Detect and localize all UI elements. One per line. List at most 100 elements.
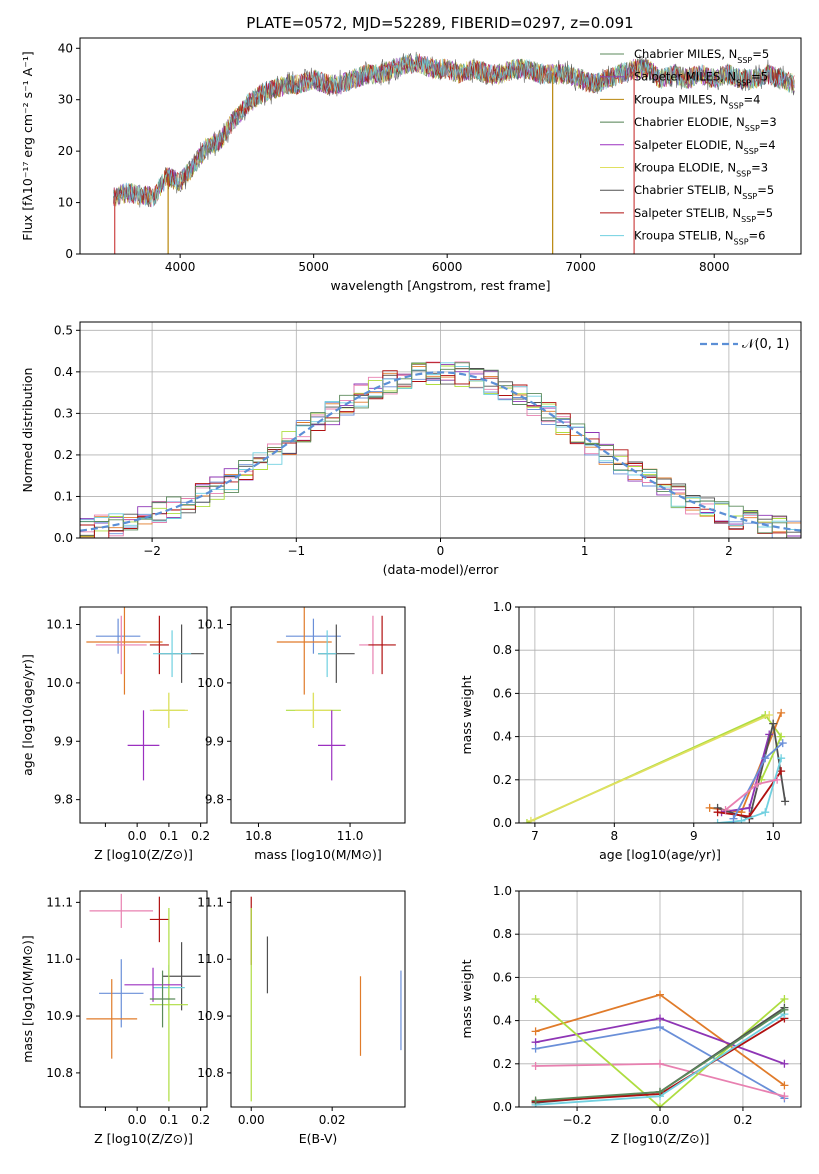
y-axis-label: mass weight (459, 959, 474, 1038)
x-axis-label: Z [log10(Z/Z⊙)] (94, 847, 193, 862)
legend-label: Kroupa ELODIE, NSSP=3 (634, 161, 768, 179)
panel-age_vs_mass: 10.8 11.0 9.8 9.9 10.0 10.1 mass [log10(M/M⊙)] (197, 606, 406, 862)
y-tick-label: 0.4 (493, 1014, 512, 1028)
plus-marker (780, 1092, 789, 1101)
x-tick-label: 0.1 (159, 829, 178, 843)
x-tick-label: 8000 (699, 260, 730, 274)
x-tick-label: 7000 (565, 260, 596, 274)
plus-marker (780, 1005, 789, 1014)
plot-area (113, 51, 795, 254)
legend-suffix: =5 (757, 183, 774, 197)
plus-marker (777, 767, 786, 776)
plus-marker (777, 754, 786, 763)
plus-marker (531, 995, 540, 1003)
plus-marker (721, 806, 730, 815)
plus-marker (780, 1059, 789, 1068)
y-tick-label: 20 (58, 144, 73, 158)
plus-marker (773, 775, 782, 784)
legend-label: Chabrier ELODIE, NSSP=3 (634, 115, 777, 133)
x-tick-label: 0.00 (238, 1113, 265, 1127)
axes-frame (79, 890, 208, 1108)
plot-area (80, 361, 801, 538)
x-axis-label: Z [log10(Z/Z⊙)] (94, 1131, 193, 1146)
plus-marker (656, 1014, 664, 1023)
y-tick-label: 10.0 (197, 676, 224, 690)
plus-marker (769, 719, 778, 728)
plus-marker (780, 1081, 789, 1090)
weight-line (717, 723, 786, 820)
plus-marker (656, 1087, 664, 1096)
y-tick-label: 9.8 (205, 793, 224, 807)
y-tick-label: 11.0 (46, 952, 73, 966)
y-tick-label: 0.3 (54, 406, 73, 420)
plot-area (250, 896, 402, 1102)
plus-marker (531, 1096, 540, 1105)
weight-line (717, 757, 782, 823)
y-tick-label: 0.2 (493, 1057, 512, 1071)
y-tick-label: 0.4 (493, 730, 512, 744)
y-tick-label: 30 (58, 93, 73, 107)
x-tick-label: 0.0 (128, 829, 147, 843)
y-tick-label: 10.0 (46, 676, 73, 690)
y-tick-label: 10.8 (197, 1066, 224, 1080)
x-axis-label: wavelength [Angstrom, rest frame] (330, 278, 550, 293)
legend-label: Kroupa STELIB, NSSP=6 (634, 229, 765, 247)
y-axis-label: Flux [fλ10⁻¹⁷ erg cm⁻² s⁻¹ A⁻¹] (20, 51, 35, 240)
y-tick-label: 0.5 (54, 323, 73, 337)
panel-mass_vs_ebv: 0.00 0.02 10.8 10.9 11.0 11.1 E(B-V) (197, 890, 406, 1146)
plus-marker (531, 1061, 540, 1070)
y-tick-label: 10.8 (46, 1066, 73, 1080)
x-tick-label: 11.0 (337, 829, 364, 843)
plus-marker (765, 711, 774, 719)
legend-sub: SSP (745, 124, 760, 133)
legend-sub: SSP (736, 78, 751, 87)
spectrum-line (113, 54, 795, 207)
y-tick-label: 0.6 (493, 686, 512, 700)
plus-marker (780, 995, 789, 1003)
legend-sub: SSP (742, 192, 757, 201)
spectrum-line (113, 53, 795, 206)
y-tick-label: 0.2 (54, 448, 73, 462)
plot-area (522, 708, 790, 823)
x-tick-label: 10.8 (245, 829, 272, 843)
legend-sub: SSP (734, 237, 749, 246)
y-tick-label: 11.0 (197, 952, 224, 966)
panel-mass_vs_Z: 0.0 0.1 0.2 10.8 10.9 11.0 11.1 Z [log10(Z/Z⊙)]… (20, 890, 210, 1146)
x-tick-label: 10 (766, 829, 781, 843)
x-tick-label: 1 (581, 544, 589, 558)
x-axis-label: mass [log10(M/M⊙)] (254, 847, 382, 862)
plus-marker (781, 797, 790, 806)
legend-suffix: =5 (752, 47, 769, 61)
panel-age_vs_Z: 0.0 0.1 0.2 9.8 9.9 10.0 10.1 Z [log10(Z/Z⊙)] ag… (20, 606, 210, 862)
plus-marker (656, 1103, 664, 1107)
plus-marker (777, 732, 786, 741)
y-tick-label: 0.8 (493, 927, 512, 941)
x-tick-label: 2 (725, 544, 733, 558)
legend-sub: SSP (741, 214, 756, 223)
plot-area (276, 607, 396, 781)
y-tick-label: 9.8 (54, 793, 73, 807)
x-tick-label: 0.2 (733, 1113, 752, 1127)
legend-suffix: =5 (751, 70, 768, 84)
weight-line (530, 714, 770, 822)
histogram-step (80, 362, 801, 538)
y-tick-label: 0.4 (54, 365, 73, 379)
legend-sub: SSP (744, 146, 759, 155)
legend-label: Salpeter STELIB, NSSP=5 (634, 206, 773, 224)
legend-suffix: =4 (744, 92, 761, 106)
axes-frame (230, 606, 406, 824)
x-tick-label: 5000 (298, 260, 329, 274)
y-axis-label: Normed distribution (20, 368, 35, 493)
plot-area (531, 990, 789, 1107)
plus-marker (713, 819, 722, 823)
y-tick-label: 0.0 (493, 816, 512, 830)
plus-marker (778, 739, 787, 748)
panel-spectrum: 4000 5000 6000 7000 8000 0 10 20 30 40 wavelength … (20, 37, 802, 293)
y-tick-label: 0.0 (493, 1100, 512, 1114)
y-tick-label: 9.9 (54, 734, 73, 748)
y-tick-label: 1.0 (493, 884, 512, 898)
y-tick-label: 10.1 (197, 618, 224, 632)
legend-suffix: =6 (749, 229, 766, 243)
x-tick-label: 7 (531, 829, 539, 843)
